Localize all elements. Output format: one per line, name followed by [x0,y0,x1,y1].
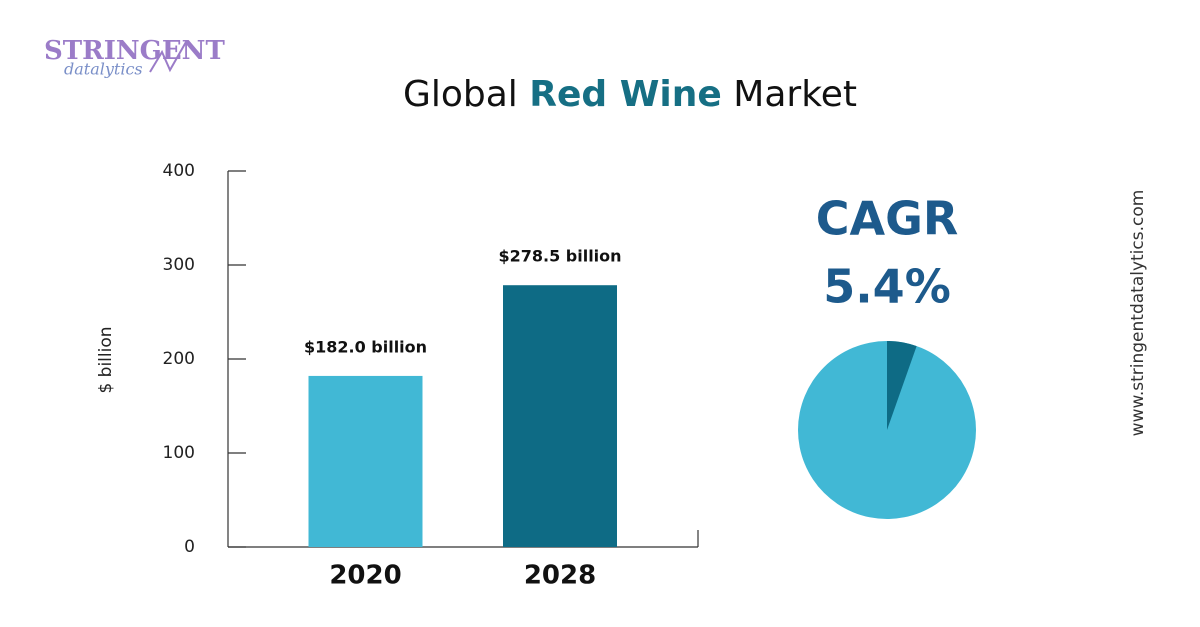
pie-value-label: 5.4% [823,260,951,314]
value-label: $278.5 billion [498,247,621,266]
y-axis-label: $ billion [96,326,116,393]
logo: STRINGENT datalytics [44,36,225,79]
logo-mark [149,41,187,73]
chart-title: Global Red Wine Market [403,74,857,115]
pie-title: CAGR [816,192,959,246]
title-part: Market [733,74,857,115]
value-label: $182.0 billion [304,337,427,356]
bar [503,285,617,547]
y-tick-label: 200 [163,349,195,369]
y-tick-label: 300 [163,255,195,275]
x-tick-label: 2020 [329,561,401,591]
title-part: Global [403,74,518,115]
y-tick-label: 400 [163,161,195,181]
title-highlight: Red Wine [529,74,722,115]
website: www.stringentdatalytics.com [1128,190,1148,437]
logo-name: STRINGENT [44,36,225,66]
y-tick-label: 0 [184,537,195,557]
x-tick-label: 2028 [524,561,596,591]
pie-slice [887,341,917,430]
bar [308,375,423,547]
logo-tagline: datalytics [64,60,143,79]
y-tick-label: 100 [163,443,195,463]
